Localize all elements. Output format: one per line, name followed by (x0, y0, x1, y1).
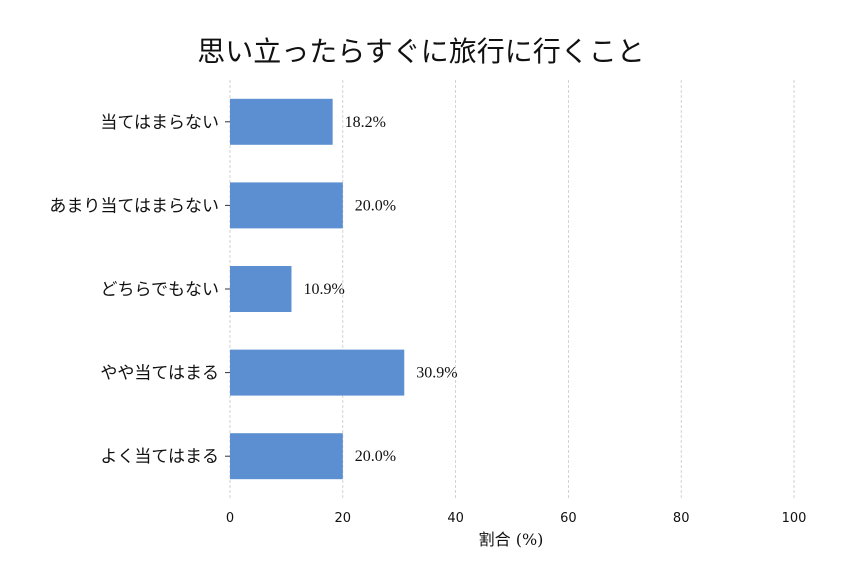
x-tick-label-60: 60 (560, 511, 577, 526)
bar-5 (230, 433, 343, 480)
value-label-3: 10.9% (303, 281, 344, 298)
bars: 18.2% 20.0% 10.9% 30.9% 20.0% (230, 98, 458, 480)
bar-3 (230, 266, 292, 312)
x-tick-label-0: 0 (226, 511, 234, 526)
x-tick-label-20: 20 (335, 511, 352, 526)
x-axis-title: 割合 (%) (479, 530, 544, 549)
x-tick-label-80: 80 (673, 511, 690, 526)
value-label-5: 20.0% (355, 448, 396, 465)
category-label-5: よく当てはまる (100, 447, 219, 467)
value-label-1: 18.2% (345, 114, 386, 131)
x-tick-label-100: 100 (782, 511, 807, 526)
category-label-1: 当てはまらない (100, 113, 219, 133)
x-tick-label-40: 40 (447, 511, 464, 526)
bar-1 (230, 98, 333, 145)
x-axis-ticks: 0 20 40 60 80 100 (226, 511, 807, 526)
value-label-2: 20.0% (355, 197, 396, 214)
chart-title: 思い立ったらすぐに旅行に行くこと (197, 35, 644, 68)
value-label-4: 30.9% (416, 365, 457, 382)
bar-2 (230, 182, 343, 229)
bar-4 (230, 349, 405, 396)
category-label-3: どちらでもない (101, 280, 220, 300)
category-label-2: あまり当てはまらない (49, 196, 219, 216)
category-label-4: やや当てはまる (100, 364, 219, 384)
